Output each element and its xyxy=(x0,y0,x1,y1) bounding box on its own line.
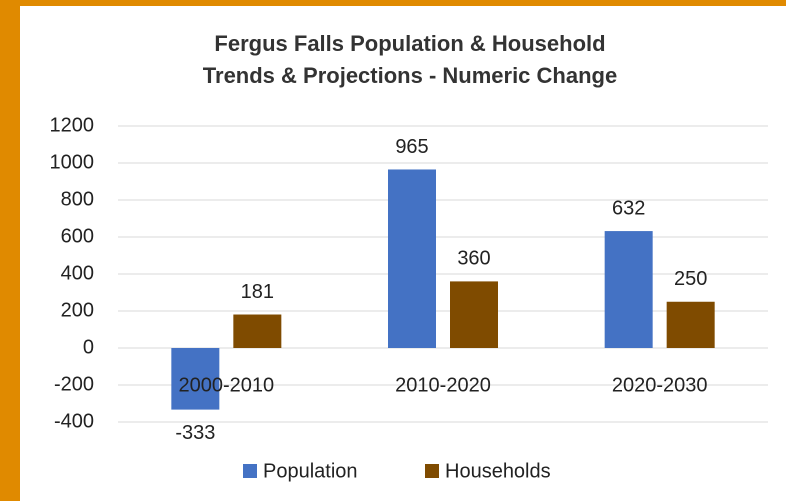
y-tick-label: 600 xyxy=(61,225,94,247)
y-tick-label: 1200 xyxy=(50,114,95,136)
x-tick-label: 2000-2010 xyxy=(179,374,275,396)
bar xyxy=(450,281,498,348)
bar xyxy=(604,231,653,348)
data-label: 250 xyxy=(674,268,707,290)
bar xyxy=(233,314,282,348)
y-tick-label: 0 xyxy=(83,336,94,358)
legend-label: Population xyxy=(263,460,358,482)
data-label: 965 xyxy=(395,136,428,158)
bar xyxy=(666,301,715,348)
x-tick-label: 2020-2030 xyxy=(612,374,708,396)
y-tick-label: 1000 xyxy=(50,151,95,173)
chart-title: Trends & Projections - Numeric Change xyxy=(203,63,617,88)
data-label: -333 xyxy=(175,422,215,444)
chart-title: Fergus Falls Population & Household xyxy=(214,31,605,56)
legend-swatch xyxy=(243,464,257,478)
y-tick-label: -200 xyxy=(54,373,94,395)
legend-swatch xyxy=(425,464,439,478)
y-tick-label: -400 xyxy=(54,410,94,432)
data-label: 181 xyxy=(241,281,274,303)
data-label: 360 xyxy=(457,248,490,270)
y-tick-label: 200 xyxy=(61,299,94,321)
bar xyxy=(171,348,220,410)
data-label: 632 xyxy=(612,197,645,219)
legend-label: Households xyxy=(445,460,551,482)
y-tick-label: 400 xyxy=(61,262,94,284)
x-tick-label: 2010-2020 xyxy=(395,374,491,396)
y-tick-label: 800 xyxy=(61,188,94,210)
bar xyxy=(388,169,436,348)
